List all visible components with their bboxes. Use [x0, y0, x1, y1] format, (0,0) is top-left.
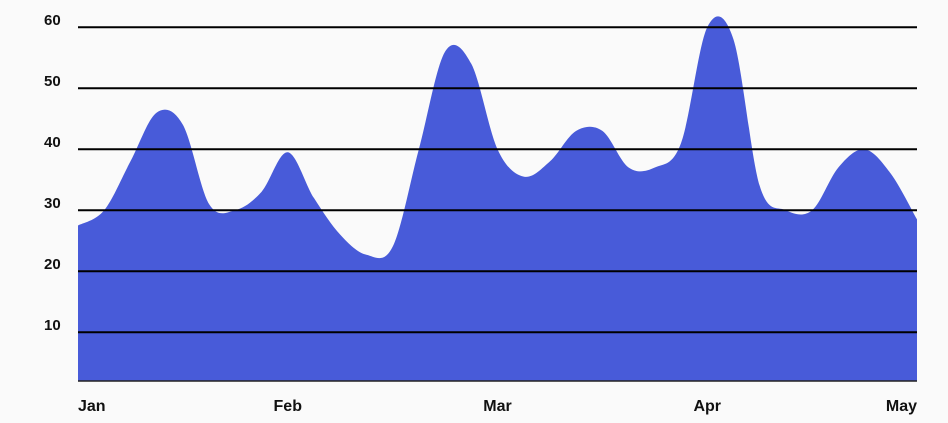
- area: [78, 16, 917, 381]
- y-tick-label: 60: [44, 12, 61, 29]
- x-tick-label: Apr: [693, 398, 721, 415]
- y-tick-label: 50: [44, 73, 61, 90]
- y-tick-label: 40: [44, 134, 61, 151]
- x-tick-label: May: [886, 398, 917, 415]
- x-tick-label: Feb: [274, 398, 303, 415]
- x-tick-label: Jan: [78, 398, 106, 415]
- x-tick-label: Mar: [483, 398, 511, 415]
- y-tick-label: 10: [44, 317, 61, 334]
- y-tick-label: 30: [44, 195, 61, 212]
- y-tick-label: 20: [44, 256, 61, 273]
